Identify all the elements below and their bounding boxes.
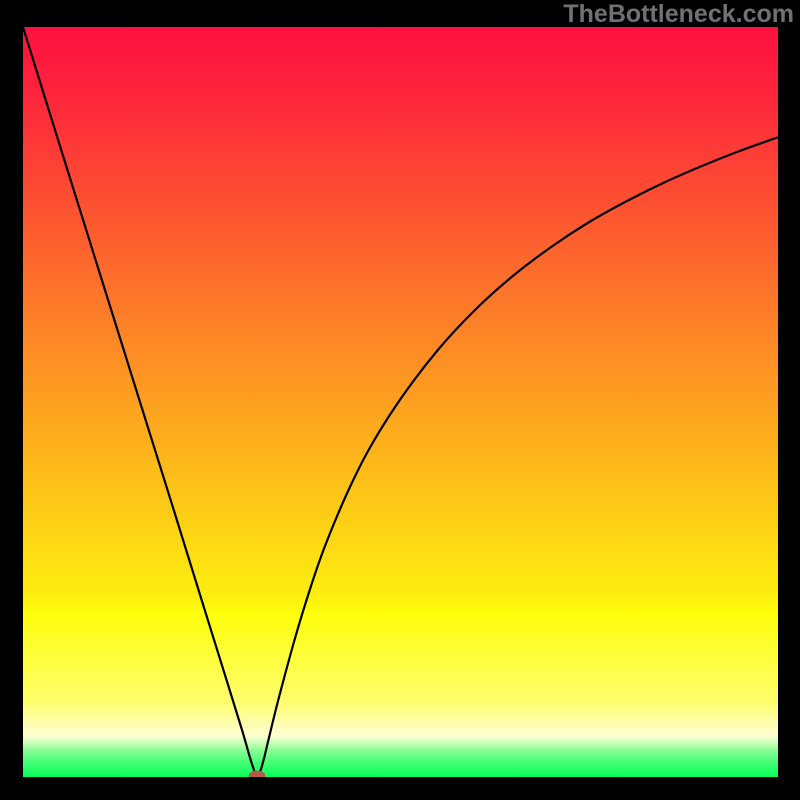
plot-area: [23, 27, 778, 777]
watermark-text: TheBottleneck.com: [563, 0, 794, 29]
gradient-background: [23, 27, 778, 777]
bottleneck-chart: [23, 27, 778, 777]
chart-frame: TheBottleneck.com: [0, 0, 800, 800]
